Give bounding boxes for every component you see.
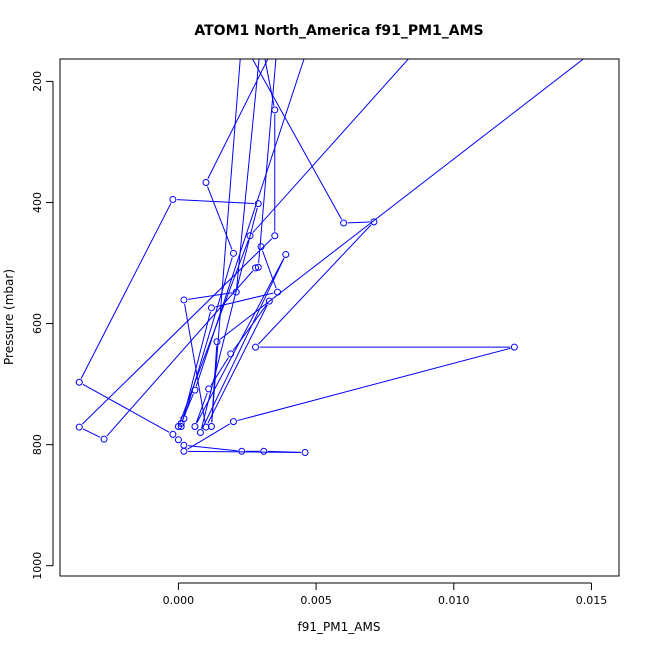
- series-segment: [195, 392, 208, 423]
- series-segment: [207, 186, 233, 250]
- data-point: [207, 422, 215, 430]
- series-layer: [75, 59, 585, 457]
- x-axis-label: f91_PM1_AMS: [298, 620, 381, 634]
- x-tick-label: 0.000: [163, 594, 195, 607]
- data-point: [252, 343, 260, 351]
- data-point: [75, 423, 83, 431]
- y-tick-label: 1000: [31, 552, 44, 580]
- data-point: [202, 178, 210, 186]
- data-point: [177, 419, 185, 427]
- series-segment: [347, 221, 370, 224]
- data-point: [257, 243, 265, 251]
- data-point: [510, 343, 518, 351]
- y-tick-label: 200: [31, 71, 44, 92]
- series-segment: [207, 59, 269, 179]
- data-point: [229, 418, 237, 426]
- data-point: [254, 263, 262, 271]
- data-point: [232, 288, 240, 296]
- data-point: [229, 249, 237, 257]
- data-point: [370, 218, 378, 226]
- data-point: [180, 296, 188, 304]
- data-point: [246, 232, 254, 240]
- series-segment: [237, 347, 511, 422]
- series-segment: [187, 292, 233, 300]
- y-tick-label: 400: [31, 192, 44, 213]
- data-point: [196, 429, 204, 437]
- series-segment: [258, 224, 372, 345]
- data-point: [274, 288, 282, 296]
- series-segment: [188, 445, 238, 452]
- data-point: [282, 251, 290, 259]
- series-segment: [184, 303, 206, 424]
- data-point: [191, 422, 199, 430]
- series-segment: [82, 383, 170, 433]
- data-point: [271, 232, 279, 240]
- series-segment: [106, 270, 254, 437]
- y-axis: 200 400 600 800 1000: [31, 71, 54, 580]
- x-tick-label: 0.010: [438, 594, 470, 607]
- x-axis: 0.000 0.005 0.010 0.015: [163, 582, 608, 607]
- series-segment: [211, 345, 218, 423]
- series-segment: [201, 258, 285, 429]
- series-segment: [258, 59, 277, 264]
- series-segment: [264, 59, 275, 106]
- series-segment: [251, 59, 343, 220]
- data-point: [238, 447, 246, 455]
- series-segment: [81, 238, 273, 425]
- series-segment: [177, 199, 255, 204]
- data-point: [174, 436, 182, 444]
- series-segment: [80, 202, 172, 379]
- y-axis-label: Pressure (mbar): [2, 269, 16, 365]
- data-point: [227, 350, 235, 358]
- x-tick-label: 0.005: [300, 594, 332, 607]
- series-segment: [196, 258, 285, 423]
- series-segment: [207, 304, 268, 424]
- plot-frame: [59, 58, 620, 577]
- data-point: [180, 447, 188, 455]
- data-point: [254, 200, 262, 208]
- data-point: [75, 378, 83, 386]
- series-segment: [82, 428, 101, 438]
- data-point: [271, 106, 279, 114]
- data-point: [265, 297, 273, 305]
- y-tick-label: 600: [31, 313, 44, 334]
- data-point: [252, 264, 260, 272]
- data-point: [205, 385, 213, 393]
- series-segment: [236, 59, 260, 288]
- x-tick-label: 0.015: [576, 594, 608, 607]
- data-point: [260, 447, 268, 455]
- y-tick-label: 800: [31, 434, 44, 455]
- data-point: [169, 430, 177, 438]
- data-point: [207, 304, 215, 312]
- data-point: [301, 449, 309, 457]
- series-segment: [261, 250, 277, 289]
- series-segment: [187, 423, 231, 450]
- data-point: [340, 219, 348, 227]
- series-segment: [195, 59, 305, 387]
- data-point: [100, 435, 108, 443]
- series-segment: [211, 59, 241, 423]
- chart-title: ATOM1 North_America f91_PM1_AMS: [194, 23, 483, 39]
- data-point: [213, 338, 221, 346]
- series-segment: [219, 59, 585, 340]
- data-point: [177, 422, 185, 430]
- data-point: [191, 386, 199, 394]
- data-point: [169, 195, 177, 203]
- series-segment: [252, 59, 410, 233]
